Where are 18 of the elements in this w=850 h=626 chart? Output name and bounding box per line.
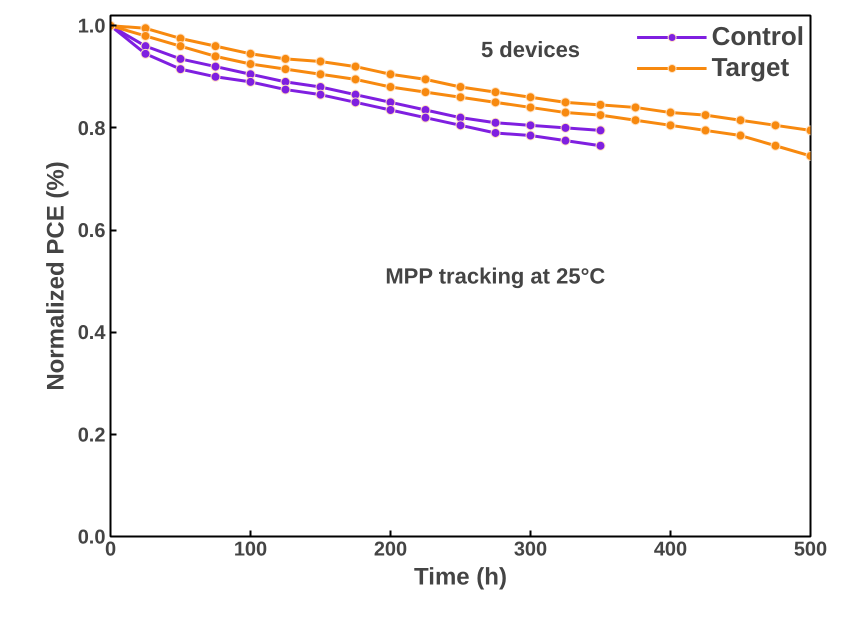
legend-label: Target bbox=[712, 52, 790, 83]
x-tick-label: 300 bbox=[514, 538, 548, 560]
x-tick-label: 500 bbox=[794, 538, 828, 560]
x-tick-label: 100 bbox=[234, 538, 268, 560]
y-tick-label: 0.6 bbox=[78, 220, 106, 242]
annotation: MPP tracking at 25°C bbox=[385, 264, 606, 288]
x-axis-title: Time (h) bbox=[414, 564, 507, 590]
y-tick-label: 1.0 bbox=[78, 16, 106, 38]
y-tick-label: 0.2 bbox=[78, 424, 106, 446]
y-tick-label: 0.8 bbox=[78, 118, 106, 140]
x-tick-label: 200 bbox=[374, 538, 408, 560]
x-tick-label: 400 bbox=[654, 538, 688, 560]
y-axis-title: Normalized PCE (%) bbox=[42, 161, 70, 391]
x-tick-label: 0 bbox=[104, 538, 116, 560]
legend-label: Control bbox=[712, 21, 804, 52]
y-tick-label: 0.4 bbox=[78, 322, 106, 344]
y-tick-label: 0.0 bbox=[78, 526, 106, 548]
annotation: 5 devices bbox=[480, 36, 580, 62]
